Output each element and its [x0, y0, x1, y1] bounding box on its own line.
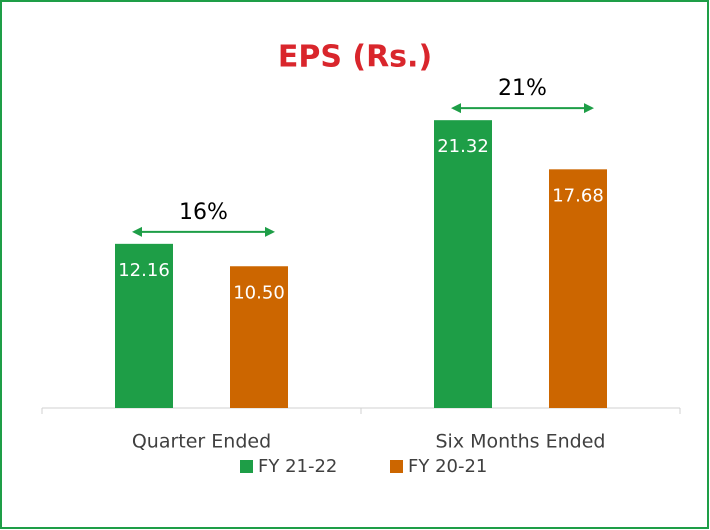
data-label: 10.50 — [233, 282, 285, 303]
data-label: 17.68 — [552, 185, 604, 206]
chart-title: EPS (Rs.) — [278, 40, 432, 75]
bar — [549, 169, 607, 408]
arrow-head — [584, 103, 594, 114]
bar — [115, 243, 173, 408]
arrow-head — [451, 103, 461, 114]
annotation: 16% — [179, 200, 228, 225]
bar — [434, 120, 492, 409]
arrow-head — [132, 226, 142, 237]
x-tick-label: Six Months Ended — [436, 431, 606, 453]
bar — [230, 266, 288, 408]
annotation: 21% — [498, 76, 547, 101]
arrow-head — [265, 226, 275, 237]
data-label: 12.16 — [118, 260, 170, 281]
legend-label: FY 20-21 — [408, 456, 487, 477]
data-label: 21.32 — [437, 136, 489, 157]
legend-swatch — [240, 460, 253, 473]
legend-label: FY 21-22 — [258, 456, 337, 477]
legend-swatch — [390, 460, 403, 473]
x-tick-label: Quarter Ended — [132, 431, 271, 453]
